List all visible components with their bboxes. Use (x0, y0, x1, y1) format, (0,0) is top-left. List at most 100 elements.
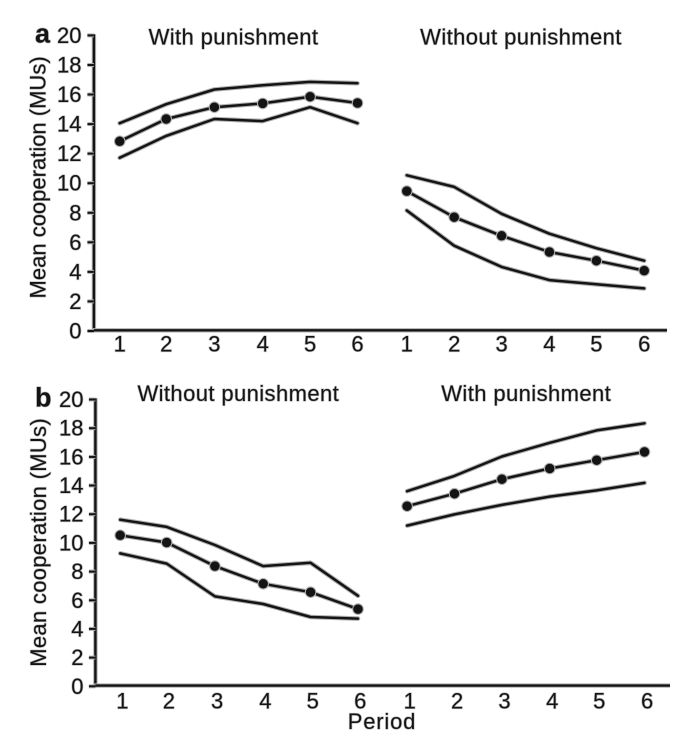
svg-text:8: 8 (69, 200, 81, 225)
svg-text:Without punishment: Without punishment (420, 25, 622, 50)
svg-text:2: 2 (451, 689, 463, 714)
svg-text:6: 6 (638, 332, 650, 357)
svg-text:2: 2 (163, 689, 175, 714)
svg-text:0: 0 (69, 319, 81, 344)
svg-text:18: 18 (57, 53, 81, 78)
svg-text:12: 12 (57, 141, 81, 166)
svg-text:18: 18 (59, 416, 83, 441)
svg-text:5: 5 (590, 332, 602, 357)
svg-text:14: 14 (57, 112, 81, 137)
svg-text:2: 2 (448, 332, 460, 357)
svg-text:3: 3 (211, 689, 223, 714)
svg-text:6: 6 (351, 332, 363, 357)
svg-text:5: 5 (307, 689, 319, 714)
svg-text:18: 18 (57, 53, 81, 78)
svg-text:5: 5 (307, 689, 319, 714)
svg-text:4: 4 (259, 689, 271, 714)
svg-text:16: 16 (57, 82, 81, 107)
svg-text:14: 14 (59, 473, 83, 498)
svg-text:4: 4 (259, 689, 271, 714)
svg-text:12: 12 (59, 502, 83, 527)
svg-text:Without punishment: Without punishment (137, 381, 339, 406)
svg-text:1: 1 (401, 332, 413, 357)
svg-text:0: 0 (69, 319, 81, 344)
svg-text:6: 6 (354, 689, 366, 714)
svg-text:10: 10 (59, 530, 83, 555)
svg-text:0: 0 (71, 674, 83, 699)
svg-text:8: 8 (69, 200, 81, 225)
svg-text:6: 6 (69, 230, 81, 255)
svg-text:16: 16 (59, 444, 83, 469)
svg-text:5: 5 (593, 689, 605, 714)
svg-text:20: 20 (59, 387, 83, 412)
svg-text:4: 4 (71, 616, 83, 641)
svg-text:5: 5 (593, 689, 605, 714)
svg-text:6: 6 (71, 588, 83, 613)
svg-text:2: 2 (160, 332, 172, 357)
svg-text:4: 4 (257, 332, 269, 357)
svg-text:Mean cooperation (MUs): Mean cooperation (MUs) (26, 418, 51, 667)
svg-text:14: 14 (57, 112, 81, 137)
svg-text:2: 2 (160, 332, 172, 357)
svg-text:With punishment: With punishment (441, 381, 611, 406)
svg-text:6: 6 (638, 332, 650, 357)
svg-text:10: 10 (57, 171, 81, 196)
svg-text:3: 3 (498, 689, 510, 714)
svg-text:4: 4 (257, 332, 269, 357)
svg-text:12: 12 (57, 141, 81, 166)
svg-text:1: 1 (404, 689, 416, 714)
svg-text:With punishment: With punishment (441, 381, 611, 406)
svg-text:6: 6 (351, 332, 363, 357)
svg-text:2: 2 (451, 689, 463, 714)
svg-text:16: 16 (59, 444, 83, 469)
svg-text:2: 2 (69, 289, 81, 314)
svg-text:4: 4 (546, 689, 558, 714)
svg-text:2: 2 (71, 645, 83, 670)
svg-text:1: 1 (116, 689, 128, 714)
svg-text:3: 3 (208, 332, 220, 357)
svg-text:6: 6 (71, 588, 83, 613)
svg-text:6: 6 (69, 230, 81, 255)
svg-text:0: 0 (71, 674, 83, 699)
svg-text:Mean cooperation (MUs): Mean cooperation (MUs) (26, 418, 51, 667)
svg-text:4: 4 (546, 689, 558, 714)
svg-text:2: 2 (448, 332, 460, 357)
svg-text:3: 3 (498, 689, 510, 714)
svg-text:5: 5 (304, 332, 316, 357)
svg-text:Without punishment: Without punishment (137, 381, 339, 406)
svg-text:1: 1 (401, 332, 413, 357)
svg-text:8: 8 (71, 559, 83, 584)
svg-text:4: 4 (543, 332, 555, 357)
svg-text:12: 12 (59, 502, 83, 527)
svg-text:2: 2 (163, 689, 175, 714)
svg-text:20: 20 (59, 387, 83, 412)
svg-text:a: a (35, 19, 51, 49)
svg-text:6: 6 (641, 689, 653, 714)
svg-text:b: b (35, 382, 52, 412)
svg-text:6: 6 (354, 689, 366, 714)
svg-text:16: 16 (57, 82, 81, 107)
svg-text:3: 3 (495, 332, 507, 357)
svg-text:3: 3 (211, 689, 223, 714)
svg-text:4: 4 (543, 332, 555, 357)
svg-text:With punishment: With punishment (149, 25, 319, 50)
svg-text:1: 1 (404, 689, 416, 714)
svg-text:20: 20 (57, 23, 81, 48)
svg-text:1: 1 (114, 332, 126, 357)
svg-text:6: 6 (641, 689, 653, 714)
svg-text:10: 10 (59, 530, 83, 555)
svg-text:Mean cooperation (MUs): Mean cooperation (MUs) (26, 56, 51, 298)
svg-text:2: 2 (71, 645, 83, 670)
svg-text:Period: Period (348, 709, 416, 734)
svg-text:1: 1 (114, 332, 126, 357)
svg-text:b: b (35, 382, 52, 412)
svg-text:2: 2 (69, 289, 81, 314)
svg-text:5: 5 (590, 332, 602, 357)
svg-text:a: a (35, 19, 51, 49)
svg-text:4: 4 (71, 616, 83, 641)
svg-text:18: 18 (59, 416, 83, 441)
svg-text:5: 5 (304, 332, 316, 357)
svg-text:Without punishment: Without punishment (420, 25, 622, 50)
svg-text:With punishment: With punishment (149, 25, 319, 50)
svg-text:Period: Period (348, 709, 416, 734)
